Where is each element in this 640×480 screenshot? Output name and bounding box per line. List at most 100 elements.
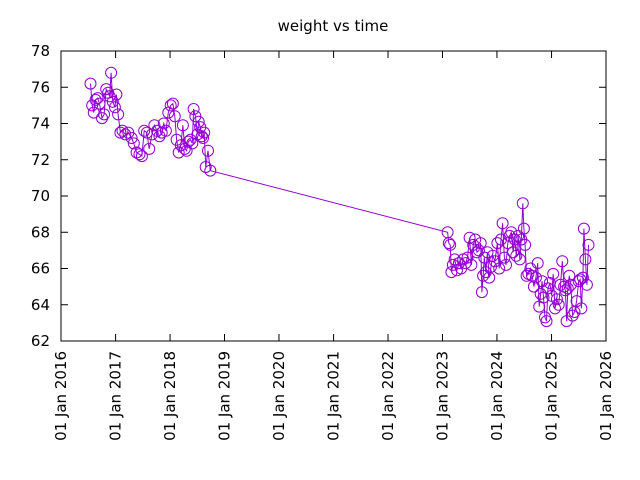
data-point [563,269,576,282]
data-point [549,302,561,315]
data-point [475,286,488,299]
data-point [477,269,490,282]
data-point [575,302,588,315]
data-point [520,269,533,282]
data-point [125,132,138,144]
data-point [202,144,214,157]
data-point [576,271,589,284]
data-point [143,142,156,155]
data-point [501,237,514,250]
data-point [106,95,119,108]
data-point [166,97,179,110]
x-tick-label: 01 Jan 2018 [161,351,179,441]
x-tick-label: 01 Jan 2025 [543,351,561,441]
data-point [197,132,209,144]
y-tick-label: 76 [31,78,50,96]
data-point [114,126,127,139]
data-point [550,293,563,306]
y-tick-label: 64 [31,296,50,314]
y-tick-label: 70 [31,187,50,205]
data-point [540,315,553,328]
data-point [176,119,189,132]
data-point [579,253,592,266]
data-point [168,110,181,123]
data-point [531,257,544,270]
data-point [133,148,146,161]
y-tick-label: 78 [31,42,50,60]
data-point [148,119,161,132]
data-point [556,255,569,268]
data-point [547,267,560,280]
data-point [187,103,200,115]
plot-frame [60,50,607,342]
data-point [192,115,205,128]
data-point [116,124,129,137]
y-tick-label: 62 [31,332,50,350]
chart-title: weight vs time [278,17,389,35]
data-point [91,92,104,105]
data-point [459,257,472,270]
data-point [508,233,521,246]
data-point [198,126,211,139]
x-tick-label: 01 Jan 2016 [52,351,70,441]
data-point [493,262,506,275]
x-tick-label: 01 Jan 2021 [325,351,343,441]
data-point [127,137,140,150]
data-point [505,226,518,239]
y-axis: 62 64 66 68 70 72 74 76 78 [31,42,606,350]
series-layer [84,66,595,328]
x-tick-label: 01 Jan 2024 [488,351,506,441]
data-point [536,275,549,288]
data-point [529,271,542,284]
data-point [500,258,512,271]
data-point [463,231,476,244]
data-point [498,251,511,264]
data-point [186,137,199,150]
data-point [172,146,185,159]
data-point [474,237,487,250]
data-point [564,278,577,291]
series-line [90,72,589,322]
data-point [486,249,499,262]
data-point [582,238,595,251]
data-point [84,77,97,90]
data-point [512,229,525,242]
y-tick-label: 74 [31,115,50,133]
data-point [465,258,478,271]
data-point [519,238,532,251]
data-point [89,93,102,106]
data-point [513,253,526,266]
x-axis: 01 Jan 2016 01 Jan 2017 01 Jan 2018 01 Jan … [52,51,615,441]
data-point [110,88,123,101]
data-point [552,298,565,311]
data-point [204,164,217,177]
data-point [444,238,457,251]
data-point [135,150,148,163]
data-point [159,124,172,137]
data-point [112,108,125,121]
data-point [572,275,585,288]
x-tick-label: 01 Jan 2019 [216,351,234,441]
data-point [561,282,574,295]
data-point [195,130,208,143]
data-point [507,246,520,259]
data-point [199,161,212,173]
data-point [157,117,170,130]
data-point [495,233,507,246]
y-tick-label: 72 [31,151,50,169]
x-tick-label: 01 Jan 2026 [597,351,615,441]
data-point [164,99,177,112]
data-point [496,217,509,230]
data-point [461,251,474,264]
data-point [580,278,593,291]
x-tick-label: 01 Jan 2020 [270,351,288,441]
data-point [119,128,132,141]
data-point [93,97,106,110]
data-point [491,237,504,250]
data-point [105,66,118,79]
data-point [453,257,465,270]
data-point [527,280,540,293]
data-point [542,282,554,295]
data-point [108,101,121,114]
data-point [442,237,455,250]
